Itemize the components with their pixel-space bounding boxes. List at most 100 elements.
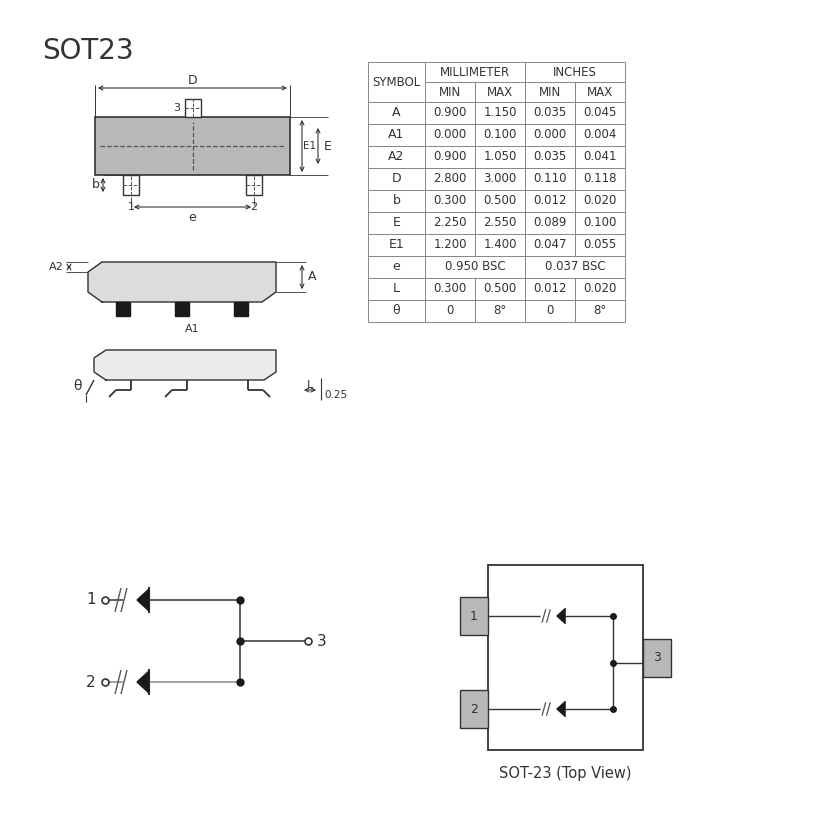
Text: 1.150: 1.150	[483, 106, 517, 120]
Bar	[575, 168, 625, 190]
Bar	[575, 212, 625, 234]
Polygon shape	[557, 702, 564, 715]
Bar	[425, 212, 475, 234]
Bar	[425, 146, 475, 168]
Text: 2: 2	[86, 675, 95, 690]
Text: 0.25: 0.25	[324, 390, 347, 400]
Text: A2: A2	[49, 262, 64, 272]
Text: 0.900: 0.900	[433, 150, 466, 164]
Text: E1: E1	[303, 141, 316, 151]
Bar	[575, 146, 625, 168]
Bar	[368, 62, 425, 102]
Bar	[575, 278, 625, 300]
Bar	[575, 124, 625, 146]
Bar	[425, 62, 525, 82]
Bar	[525, 278, 575, 300]
Text: MAX: MAX	[587, 85, 613, 99]
Text: 0.035: 0.035	[534, 150, 567, 164]
Bar	[425, 190, 475, 212]
Text: 0.055: 0.055	[583, 238, 617, 251]
Text: A1: A1	[388, 129, 405, 141]
Text: e: e	[188, 211, 197, 224]
Polygon shape	[557, 609, 564, 622]
Bar	[525, 212, 575, 234]
Text: 0.012: 0.012	[533, 194, 567, 208]
Text: b: b	[393, 194, 400, 208]
Bar	[368, 278, 425, 300]
Text: 2: 2	[470, 702, 478, 715]
Text: 0.100: 0.100	[583, 217, 617, 230]
Bar	[425, 82, 475, 102]
Bar	[475, 190, 525, 212]
Text: 1: 1	[470, 609, 478, 622]
Bar	[525, 256, 625, 278]
Text: 0.500: 0.500	[483, 282, 516, 295]
Bar	[246, 175, 262, 195]
Bar	[475, 212, 525, 234]
Text: 2.250: 2.250	[433, 217, 466, 230]
Text: L: L	[393, 282, 400, 295]
Text: A2: A2	[388, 150, 405, 164]
Bar	[525, 82, 575, 102]
Text: 1: 1	[86, 593, 95, 608]
Text: 0.012: 0.012	[533, 282, 567, 295]
Text: 2.800: 2.800	[433, 173, 466, 185]
Text: MIN: MIN	[539, 85, 561, 99]
Bar	[525, 102, 575, 124]
Text: 3: 3	[653, 651, 661, 664]
Polygon shape	[137, 589, 149, 611]
Text: 1: 1	[128, 202, 134, 212]
Bar	[368, 212, 425, 234]
Text: 0.020: 0.020	[583, 194, 617, 208]
Text: 0.037 BSC: 0.037 BSC	[544, 261, 605, 274]
Text: 8°: 8°	[493, 305, 506, 318]
Polygon shape	[94, 350, 276, 380]
Bar	[525, 168, 575, 190]
Text: 2.550: 2.550	[483, 217, 517, 230]
Bar	[475, 82, 525, 102]
Bar	[425, 102, 475, 124]
Text: SOT-23 (Top View): SOT-23 (Top View)	[500, 766, 632, 781]
Text: θ: θ	[393, 305, 400, 318]
Bar	[475, 234, 525, 256]
Text: 0.900: 0.900	[433, 106, 466, 120]
Text: 0.000: 0.000	[534, 129, 567, 141]
Bar	[368, 256, 425, 278]
Text: 2: 2	[251, 202, 257, 212]
Text: E: E	[393, 217, 400, 230]
Bar	[368, 300, 425, 322]
Text: 0.300: 0.300	[433, 194, 466, 208]
Bar	[475, 102, 525, 124]
Bar	[575, 300, 625, 322]
Text: 0.950 BSC: 0.950 BSC	[445, 261, 505, 274]
Bar	[575, 234, 625, 256]
Text: 3: 3	[173, 103, 180, 113]
Text: SYMBOL: SYMBOL	[373, 76, 421, 89]
Bar	[425, 256, 525, 278]
Text: 0: 0	[546, 305, 554, 318]
Text: D: D	[392, 173, 402, 185]
Text: 0.041: 0.041	[583, 150, 617, 164]
Text: b: b	[92, 178, 100, 192]
Text: A1: A1	[185, 324, 199, 334]
Polygon shape	[234, 302, 248, 316]
Text: 0.020: 0.020	[583, 282, 617, 295]
Text: 3: 3	[317, 633, 327, 648]
Bar	[525, 146, 575, 168]
Bar	[368, 146, 425, 168]
Bar	[525, 62, 625, 82]
Bar	[525, 190, 575, 212]
Bar	[525, 234, 575, 256]
Text: 1.050: 1.050	[483, 150, 517, 164]
Text: e: e	[393, 261, 400, 274]
Bar	[425, 234, 475, 256]
Bar	[475, 168, 525, 190]
Text: 1.400: 1.400	[483, 238, 517, 251]
Text: INCHES: INCHES	[553, 66, 597, 79]
Bar	[575, 82, 625, 102]
Bar	[488, 565, 643, 750]
Bar	[575, 190, 625, 212]
Text: 1.200: 1.200	[433, 238, 466, 251]
Polygon shape	[175, 302, 189, 316]
Bar	[475, 146, 525, 168]
